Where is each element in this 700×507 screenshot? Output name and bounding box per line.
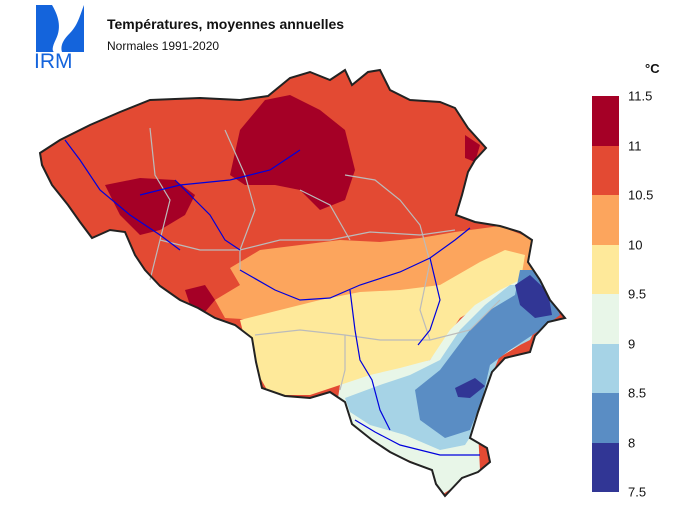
legend-bin [592,145,619,195]
legend-tick-label: 9.5 [628,286,647,302]
legend-bin [592,294,619,344]
irm-logo [36,5,84,52]
zone-11-11.5-brussels [105,178,195,235]
zone-9.5-10 [240,250,525,395]
belgium-temperature-map [39,69,566,497]
legend-tick-label: 8.5 [628,385,647,401]
color-legend [592,96,619,492]
map-subtitle: Normales 1991-2020 [107,39,220,53]
rivers [64,139,480,456]
legend-tick-label: 11.5 [628,88,653,104]
zone-7.5-8 [455,275,552,398]
zone-8-8.5 [415,270,560,438]
legend-tick-label: 8 [628,435,636,450]
legend-bin [592,195,619,245]
zone-11-11.5-east [465,135,480,162]
legend-bin [592,244,619,294]
legend-tick-label: 9 [628,336,636,351]
legend-bin [592,442,619,492]
legend-tick-label: 10.5 [628,187,654,203]
legend-tick-label: 7.5 [628,484,647,500]
legend-bin [592,393,619,443]
zone-11-11.5-center [230,95,355,210]
legend-tick-label: 11 [628,138,642,153]
province-borders [149,127,501,391]
logo-text: IRM [34,50,73,73]
legend-unit: °C [645,61,660,76]
map-title: Températures, moyennes annuelles [107,16,345,32]
legend-bin [592,96,619,146]
legend-bin [592,343,619,393]
legend-tick-label: 10 [628,237,643,252]
